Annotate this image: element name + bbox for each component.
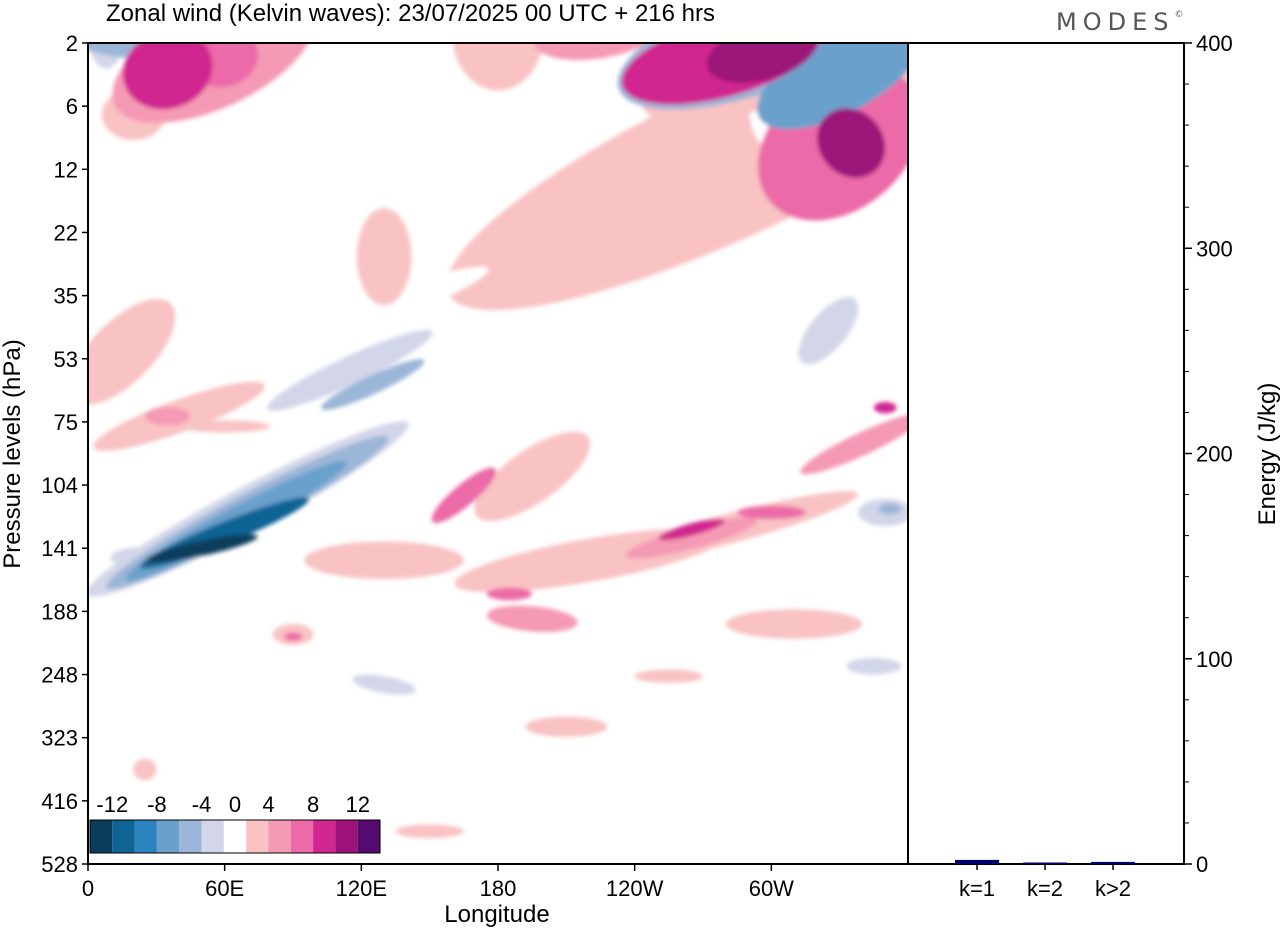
colorbar-label: 0	[229, 792, 241, 817]
x-tick-label: 180	[480, 876, 517, 901]
x-axis-label: Longitude	[444, 901, 549, 928]
colorbar-label: -8	[147, 792, 167, 817]
x-tick-label: 60W	[749, 876, 794, 901]
energy-frame	[908, 43, 1184, 864]
contour-cell	[847, 658, 902, 675]
energy-bar-chart: 0 100 200 300 400 Energy (J/kg) k=1 k=2 k>2	[908, 31, 1280, 901]
energy-tick-label: 0	[1196, 852, 1208, 877]
colorbar-label: 8	[307, 792, 319, 817]
colorbar-swatch	[269, 820, 291, 853]
colorbar-label: -12	[96, 792, 128, 817]
colorbar-swatch	[358, 820, 380, 853]
x-tick-label: 0	[82, 876, 94, 901]
x-tick-label: 120W	[606, 876, 664, 901]
y-axis-label: Pressure levels (hPa)	[0, 339, 26, 568]
y-tick-label: 53	[54, 347, 78, 372]
y-tick-label: 75	[54, 410, 78, 435]
y-tick-label: 188	[41, 599, 78, 624]
energy-axis-label: Energy (J/kg)	[1254, 383, 1280, 526]
colorbar-label: 12	[345, 792, 369, 817]
colorbar-swatch	[179, 820, 201, 853]
energy-bar	[955, 860, 999, 864]
colorbar-label: 4	[262, 792, 274, 817]
energy-tick-label: 400	[1196, 31, 1233, 56]
colorbar-swatch	[135, 820, 157, 853]
energy-category-label: k=2	[1027, 876, 1063, 901]
contour-cell	[88, 609, 134, 638]
y-tick-label: 12	[54, 157, 78, 182]
contour-cell	[765, 821, 779, 830]
colorbar-swatch	[335, 820, 357, 853]
energy-category-label: k>2	[1095, 876, 1131, 901]
contour-cell	[737, 506, 805, 520]
energy-tick-label: 200	[1196, 442, 1233, 467]
contour-cell	[726, 609, 863, 638]
energy-tick-label: 100	[1196, 647, 1233, 672]
y-tick-label: 6	[66, 94, 78, 119]
y-tick-label: 528	[41, 852, 78, 877]
colorbar-swatch	[224, 820, 246, 853]
y-tick-label: 416	[41, 789, 78, 814]
contour-cell	[525, 717, 607, 737]
contour-cell	[601, 783, 624, 797]
colorbar-swatch	[313, 820, 335, 853]
y-tick-label: 35	[54, 284, 78, 309]
y-tick-label: 248	[41, 663, 78, 688]
colorbar-swatch	[157, 820, 179, 853]
contour-cell	[351, 671, 417, 699]
heatmap-contours	[46, 0, 1058, 838]
colorbar-swatch	[202, 820, 224, 853]
colorbar-swatch	[291, 820, 313, 853]
figure: -12 -8 -4 0 4 8 12 261222355375104141188248323…	[0, 0, 1280, 930]
contour-cell	[452, 0, 543, 90]
contour-cell	[357, 208, 412, 305]
contour-cell	[878, 504, 901, 515]
y-tick-label: 141	[41, 536, 78, 561]
colorbar-swatch	[246, 820, 268, 853]
x-tick-label: 60E	[205, 876, 244, 901]
contour-cell	[396, 825, 464, 839]
x-tick-label: 120E	[336, 876, 387, 901]
contour-cell	[486, 602, 579, 635]
y-tick-label: 323	[41, 726, 78, 751]
contour-cell	[874, 402, 897, 413]
colorbar-swatch	[90, 820, 112, 853]
contour-cell	[325, 629, 443, 682]
energy-tick-label: 300	[1196, 236, 1233, 261]
contour-cell	[635, 670, 703, 683]
y-tick-label: 22	[54, 220, 78, 245]
contour-cell	[796, 405, 929, 483]
contour-cell	[441, 779, 509, 801]
contour-cell	[145, 407, 191, 425]
colorbar: -12 -8 -4 0 4 8 12	[89, 792, 381, 854]
contour-cell	[304, 542, 463, 580]
contour-cell	[284, 632, 302, 640]
y-tick-label: 104	[41, 473, 78, 498]
colorbar-label: -4	[192, 792, 212, 817]
contour-cell	[487, 588, 533, 601]
contour-cell	[202, 671, 270, 698]
energy-bar	[1023, 863, 1067, 865]
energy-category-label: k=1	[959, 876, 995, 901]
contour-cell	[134, 759, 157, 781]
colorbar-swatch	[112, 820, 134, 853]
contour-cell	[88, 2, 124, 68]
y-tick-label: 2	[66, 31, 78, 56]
energy-bar	[1091, 862, 1135, 864]
